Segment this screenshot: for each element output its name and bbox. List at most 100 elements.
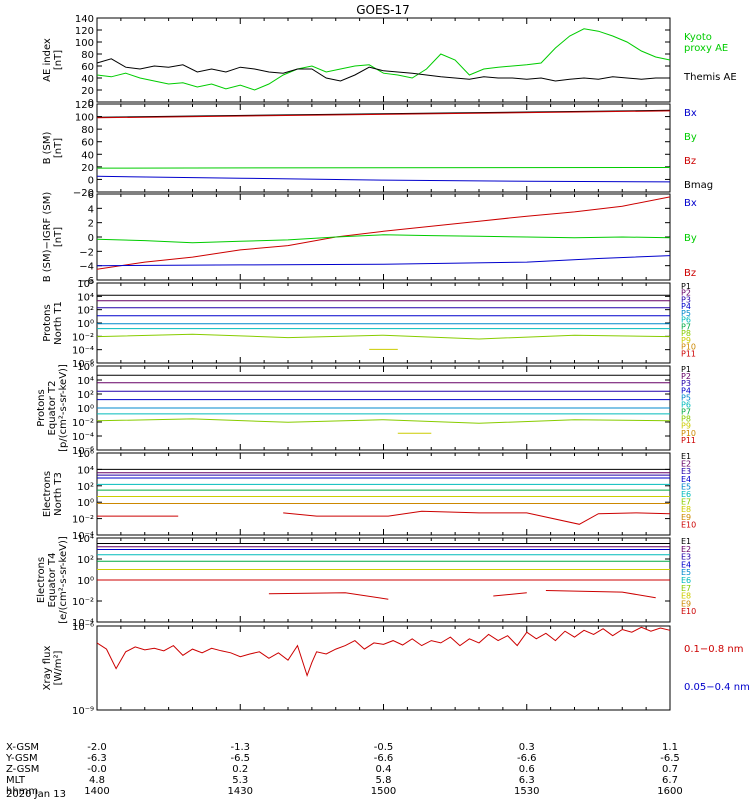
series-by	[96, 167, 671, 169]
x-axis-value: 1600	[657, 786, 682, 797]
x-axis-value: 6.3	[519, 775, 535, 786]
x-axis-value: -1.3	[230, 742, 250, 753]
y-axis-label-line: Protons	[42, 304, 53, 341]
x-axis-value: 0.4	[376, 764, 392, 775]
series-e8	[268, 592, 389, 600]
series-bz	[96, 110, 671, 119]
y-tick-label: 10⁴	[77, 465, 94, 476]
legend-channel: E5	[681, 482, 691, 491]
x-axis-value: 4.8	[89, 775, 105, 786]
legend-entry: Bmag	[684, 180, 713, 191]
panel-xray: 10⁻⁶ 10⁻⁹ Xray flux[W/m²] 0.1−0.8 nm 0.05−0.…	[42, 622, 750, 717]
legend-entry: By	[684, 233, 697, 244]
x-axis-value: -2.0	[87, 742, 107, 753]
x-axis-row-label: Z-GSM	[6, 764, 39, 775]
legend-channel: P8	[681, 415, 691, 424]
y-axis-label-line: AE index	[42, 38, 53, 82]
y-tick-label: 100	[75, 113, 94, 124]
legend-channel: P1	[681, 365, 691, 374]
y-axis-label: ProtonsEquator T2[p/(cm²-s-sr-keV)]	[36, 364, 69, 452]
y-tick-label: 10²	[77, 482, 94, 493]
y-tick-label: 60	[81, 138, 94, 149]
y-axis-label-line: [W/m²]	[53, 650, 64, 685]
series-themis-ae	[96, 58, 670, 82]
legend-channel: E9	[681, 599, 691, 608]
legend-channel: P7	[681, 408, 691, 417]
x-axis-value: 1400	[84, 786, 109, 797]
y-axis-label: ElectronsNorth T3	[42, 471, 64, 517]
y-tick-label: 40	[81, 74, 94, 85]
y-tick-label: 10⁴	[77, 534, 94, 545]
series-e9	[493, 592, 527, 597]
legend-channel: P11	[681, 349, 696, 358]
y-tick-label: 10⁻⁶	[72, 622, 94, 633]
y-axis-label-line: North T3	[53, 472, 64, 516]
x-axis-value: -6.5	[660, 753, 680, 764]
legend-channel: P9	[681, 336, 691, 345]
legend-entry: Bz	[684, 268, 696, 279]
legend-channel: E3	[681, 553, 691, 562]
y-tick-label: 60	[81, 62, 94, 73]
y-axis-label-line: [nT]	[53, 50, 64, 70]
legend-channel: P4	[681, 386, 691, 395]
y-axis-label: Xray flux[W/m²]	[42, 646, 64, 691]
y-axis-label: B (SM)−IGRF (SM)[nT]	[42, 192, 64, 283]
legend-entry: 0.05−0.4 nm	[684, 682, 750, 693]
legend-channel: E6	[681, 576, 691, 585]
y-axis-label-line: B (SM)	[42, 131, 53, 164]
y-axis-label-line: [p/(cm²-s-sr-keV)]	[58, 364, 69, 452]
legend-channel: P5	[681, 309, 691, 318]
y-axis-label-line: [nT]	[53, 138, 64, 158]
x-axis-value: -0.5	[374, 742, 394, 753]
legend-channel: P2	[681, 289, 691, 298]
y-tick-label: 100	[75, 38, 94, 49]
legend-channel: E1	[681, 537, 691, 546]
x-axis-value: 1.1	[662, 742, 678, 753]
y-tick-label: 0	[88, 233, 94, 244]
y-tick-label: 20	[81, 86, 94, 97]
legend-channel: E2	[681, 460, 691, 469]
y-tick-label: 80	[81, 125, 94, 136]
y-tick-label: 10⁻⁴	[72, 432, 94, 443]
y-tick-label: 10⁻⁹	[72, 706, 94, 717]
y-axis-label-line: Electrons	[36, 557, 47, 603]
y-tick-label: 120	[75, 26, 94, 37]
legend-entry: Bx	[684, 108, 697, 119]
legend-entry: Bx	[684, 198, 697, 209]
series-bz	[96, 196, 671, 270]
legend-channel: E3	[681, 467, 691, 476]
series-bmag	[96, 109, 671, 118]
y-tick-label: 10⁻⁴	[72, 346, 94, 357]
y-tick-label: 10⁻⁶	[72, 359, 94, 370]
y-tick-label: 10²	[77, 555, 94, 566]
legend-channel: E5	[681, 568, 691, 577]
legend-entry: Bz	[684, 156, 696, 167]
y-tick-label: 10⁶	[77, 279, 94, 290]
y-tick-label: 0	[88, 175, 94, 186]
y-tick-label: 10⁴	[77, 376, 94, 387]
y-tick-label: 10⁻⁴	[72, 531, 94, 542]
x-axis-value: 1530	[514, 786, 539, 797]
y-tick-label: 10⁻²	[72, 515, 94, 526]
series-0-1-0-8-nm	[96, 626, 671, 678]
legend-channel: P7	[681, 322, 691, 331]
y-tick-label: 10⁶	[77, 362, 94, 373]
y-tick-label: 10⁰	[77, 576, 94, 587]
legend-channel: P8	[681, 329, 691, 338]
y-axis-label-line: North T1	[53, 301, 64, 345]
x-axis-value: 6.7	[662, 775, 678, 786]
x-axis-value: 0.7	[662, 764, 678, 775]
legend-channel: P6	[681, 400, 691, 409]
legend-channel: E10	[681, 607, 696, 616]
series-p7	[96, 418, 671, 424]
legend-channel: P11	[681, 436, 696, 445]
x-axis-value: 5.8	[376, 775, 392, 786]
y-tick-label: 40	[81, 150, 94, 161]
